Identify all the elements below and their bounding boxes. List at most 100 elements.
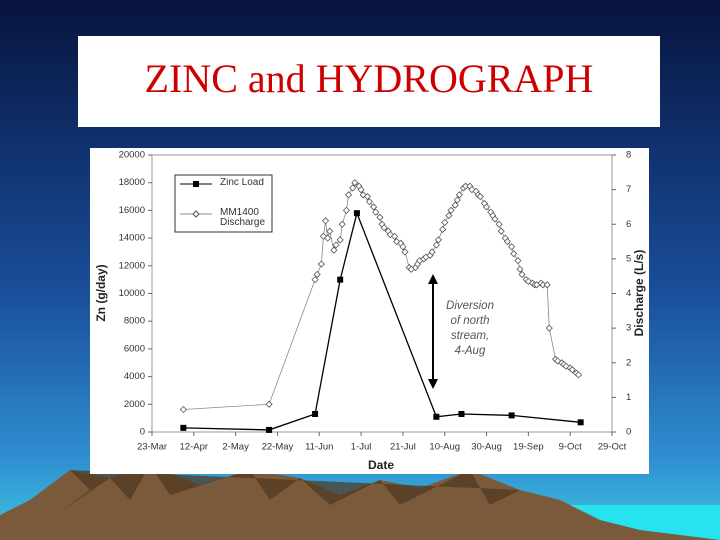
- point: [543, 281, 551, 289]
- point: [482, 203, 491, 211]
- point: [518, 270, 526, 279]
- point: [372, 208, 380, 216]
- point: [363, 192, 371, 201]
- point: [445, 212, 453, 220]
- point: [312, 410, 319, 417]
- y2-tick-label: 2: [626, 357, 631, 368]
- point: [453, 196, 461, 204]
- y2-tick-label: 1: [626, 392, 631, 403]
- point: [508, 243, 516, 251]
- point: [330, 246, 338, 254]
- y-tick-label: 8000: [124, 316, 145, 327]
- point: [321, 217, 330, 225]
- point: [336, 236, 344, 244]
- x-tick-label: 30-Aug: [471, 442, 502, 453]
- point: [574, 371, 583, 379]
- point: [179, 405, 187, 414]
- x-tick-label: 12-Apr: [180, 442, 209, 453]
- point: [180, 424, 187, 431]
- point: [326, 227, 334, 235]
- x-tick-label: 22-May: [262, 442, 294, 453]
- annotation-line: stream,: [451, 330, 489, 342]
- x-tick-label: 11-Jun: [305, 442, 333, 453]
- y-tick-label: 4000: [124, 371, 145, 382]
- point: [353, 210, 360, 217]
- legend-item: MM1400 Discharge: [220, 208, 266, 228]
- point: [324, 234, 332, 242]
- point: [441, 218, 449, 227]
- legend-item: Zinc Load: [220, 178, 264, 188]
- point: [338, 220, 346, 228]
- title-box: [78, 36, 660, 127]
- point: [577, 419, 584, 426]
- y-tick-label: 6000: [124, 343, 145, 354]
- y2-tick-label: 4: [626, 288, 631, 299]
- point: [439, 225, 447, 234]
- annotation-line: of north: [451, 315, 490, 327]
- arrow-head: [428, 379, 438, 389]
- x-tick-label: 2-May: [222, 442, 249, 453]
- point: [332, 241, 340, 249]
- legend: Zinc Load MM1400 Discharge: [180, 178, 266, 228]
- y2-tick-label: 8: [626, 150, 631, 161]
- annotation: Diversion of north stream, 4-Aug: [446, 300, 494, 357]
- point: [365, 198, 374, 206]
- x-tick-label: 10-Aug: [429, 442, 460, 453]
- y-axis-label: Zn (g/day): [94, 264, 108, 321]
- point: [516, 265, 524, 273]
- y2-tick-label: 3: [626, 323, 631, 334]
- point: [476, 192, 484, 201]
- point: [455, 191, 463, 199]
- plot: 0200040006000800010000120001400016000180…: [119, 150, 632, 453]
- point: [399, 243, 407, 251]
- point: [390, 232, 399, 240]
- point: [349, 184, 357, 192]
- point: [510, 250, 518, 258]
- y-tick-label: 18000: [119, 177, 145, 188]
- y-tick-label: 12000: [119, 260, 145, 271]
- point: [434, 236, 443, 244]
- point: [568, 366, 576, 374]
- point: [344, 191, 353, 199]
- annotation-line: Diversion: [446, 300, 494, 312]
- x-tick-label: 1-Jul: [351, 442, 372, 453]
- y-tick-label: 10000: [119, 288, 145, 299]
- legend-marker: [193, 181, 199, 187]
- point: [357, 186, 365, 194]
- point: [432, 241, 440, 249]
- x-axis-label: Date: [368, 458, 394, 472]
- x-tick-label: 19-Sep: [513, 442, 544, 453]
- y2-axis-label: Discharge (L/s): [632, 250, 646, 337]
- point: [508, 412, 515, 419]
- point: [451, 201, 459, 209]
- y2-tick-label: 7: [626, 184, 631, 195]
- point: [317, 260, 325, 268]
- point: [311, 276, 319, 284]
- slide-title: ZINC and HYDROGRAPH: [145, 56, 594, 101]
- legend-marker: [192, 210, 200, 218]
- point: [495, 220, 503, 228]
- legend-label: Zinc Load: [220, 178, 264, 188]
- point: [447, 206, 455, 214]
- point: [266, 426, 273, 433]
- point: [491, 215, 499, 223]
- point: [514, 257, 522, 265]
- point: [458, 410, 465, 417]
- point: [503, 237, 512, 246]
- annotation-line: 4-Aug: [455, 345, 486, 357]
- x-tick-label: 9-Oct: [559, 442, 583, 453]
- point: [380, 224, 388, 232]
- y-tick-label: 2000: [124, 399, 145, 410]
- legend-label: MM1400 Discharge: [220, 208, 266, 228]
- point: [433, 413, 440, 420]
- point: [351, 179, 359, 187]
- point: [265, 400, 273, 408]
- y2-tick-label: 0: [626, 427, 631, 438]
- x-tick-label: 21-Jul: [390, 442, 416, 453]
- point: [376, 213, 384, 221]
- x-tick-label: 29-Oct: [598, 442, 627, 453]
- mountain-shade: [60, 465, 520, 512]
- point: [497, 227, 505, 235]
- point: [428, 248, 436, 256]
